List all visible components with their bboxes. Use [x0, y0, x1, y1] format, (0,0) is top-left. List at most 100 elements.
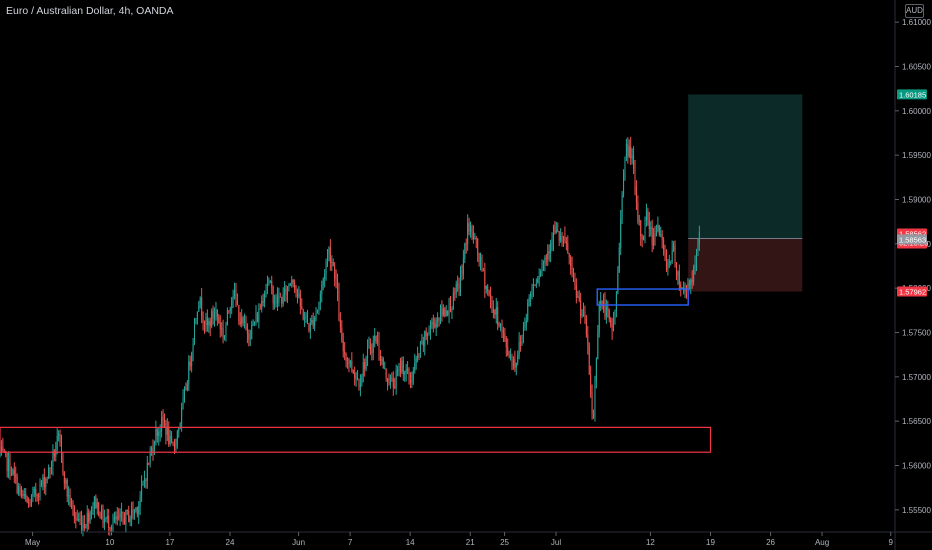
candle-body	[648, 219, 650, 229]
candle-body	[625, 144, 627, 158]
candle-body	[32, 492, 34, 497]
candle-body	[384, 368, 386, 370]
candle-body	[587, 334, 589, 345]
candle-body	[332, 262, 334, 267]
candle-body	[571, 266, 573, 270]
candle-body	[331, 262, 333, 263]
candle-body	[235, 289, 237, 301]
candle-body	[173, 445, 175, 447]
candle-body	[153, 444, 155, 452]
candle-body	[269, 281, 271, 283]
candle-body	[40, 482, 42, 485]
candle-body	[354, 373, 356, 379]
candle-body	[23, 493, 25, 496]
candle-body	[26, 497, 28, 503]
candle-body	[664, 250, 666, 254]
candle-body	[16, 476, 18, 493]
x-tick-label: 25	[500, 538, 509, 547]
candle-body	[169, 436, 171, 445]
candle-body	[327, 252, 329, 263]
candle-body	[101, 507, 103, 519]
candle-body	[402, 360, 404, 375]
candle-body	[665, 253, 667, 270]
candle-body	[524, 325, 526, 328]
candle-body	[498, 325, 500, 327]
candle-body	[62, 454, 64, 473]
candle-body	[414, 363, 416, 372]
candle-body	[465, 243, 467, 245]
candle-body	[232, 295, 234, 299]
candle-body	[66, 479, 68, 497]
candle-body	[73, 507, 75, 518]
candle-body	[551, 241, 553, 244]
candle-body	[531, 288, 533, 295]
candle-body	[651, 227, 653, 246]
candle-body	[421, 341, 423, 343]
candle-body	[255, 314, 257, 323]
candle-body	[675, 263, 677, 276]
candle-body	[46, 478, 48, 480]
candle-body	[178, 428, 180, 432]
candle-body	[121, 511, 123, 514]
candle-body	[512, 359, 514, 366]
candle-body	[655, 230, 657, 237]
candle-body	[288, 285, 290, 287]
candle-body	[49, 468, 51, 469]
candle-body	[152, 447, 154, 452]
candle-body	[151, 447, 153, 454]
price-tag-label: 1.57962	[899, 288, 926, 297]
candle-body	[168, 427, 170, 445]
candle-body	[485, 286, 487, 289]
candle-body	[577, 296, 579, 298]
candle-body	[481, 256, 483, 270]
candle-body	[25, 493, 27, 498]
candle-body	[502, 330, 504, 333]
candle-body	[222, 328, 224, 339]
candle-body	[405, 369, 407, 372]
candle-body	[109, 527, 111, 530]
candle-body	[693, 266, 695, 283]
candle-body	[615, 293, 617, 311]
candle-body	[515, 362, 517, 368]
candle-body	[252, 323, 254, 325]
candle-body	[635, 186, 637, 203]
candle-body	[535, 283, 537, 286]
candle-body	[335, 278, 337, 280]
candle-body	[75, 517, 77, 520]
candle-body	[186, 384, 188, 390]
candle-body	[434, 323, 436, 328]
candle-body	[299, 293, 301, 307]
candle-body	[304, 318, 306, 320]
candle-body	[305, 315, 307, 319]
demand-zone-upper	[596, 288, 689, 306]
candle-body	[276, 296, 278, 304]
x-tick-label: 10	[105, 538, 114, 547]
candle-body	[462, 258, 464, 275]
candle-body	[171, 436, 173, 442]
x-tick-label: 14	[406, 538, 415, 547]
candle-body	[149, 453, 151, 464]
currency-button[interactable]: AUD	[905, 4, 924, 18]
candle-body	[554, 226, 556, 233]
candle-body	[91, 512, 93, 514]
candle-body	[242, 317, 244, 324]
candle-body	[501, 323, 503, 331]
candle-body	[388, 382, 390, 384]
candle-body	[552, 226, 554, 242]
candle-body	[445, 310, 447, 317]
candle-body	[2, 446, 4, 451]
candle-body	[468, 222, 470, 232]
candle-body	[328, 247, 330, 253]
candle-body	[650, 227, 652, 229]
price-tag-label: 1.58563	[899, 235, 926, 244]
candle-body	[139, 496, 141, 507]
candle-body	[447, 310, 449, 315]
candle-body	[475, 238, 477, 240]
candle-body	[585, 317, 587, 335]
candle-body	[555, 230, 557, 233]
candle-body	[439, 307, 441, 322]
candle-body	[224, 335, 226, 339]
candle-body	[275, 296, 277, 303]
candle-body	[572, 269, 574, 280]
